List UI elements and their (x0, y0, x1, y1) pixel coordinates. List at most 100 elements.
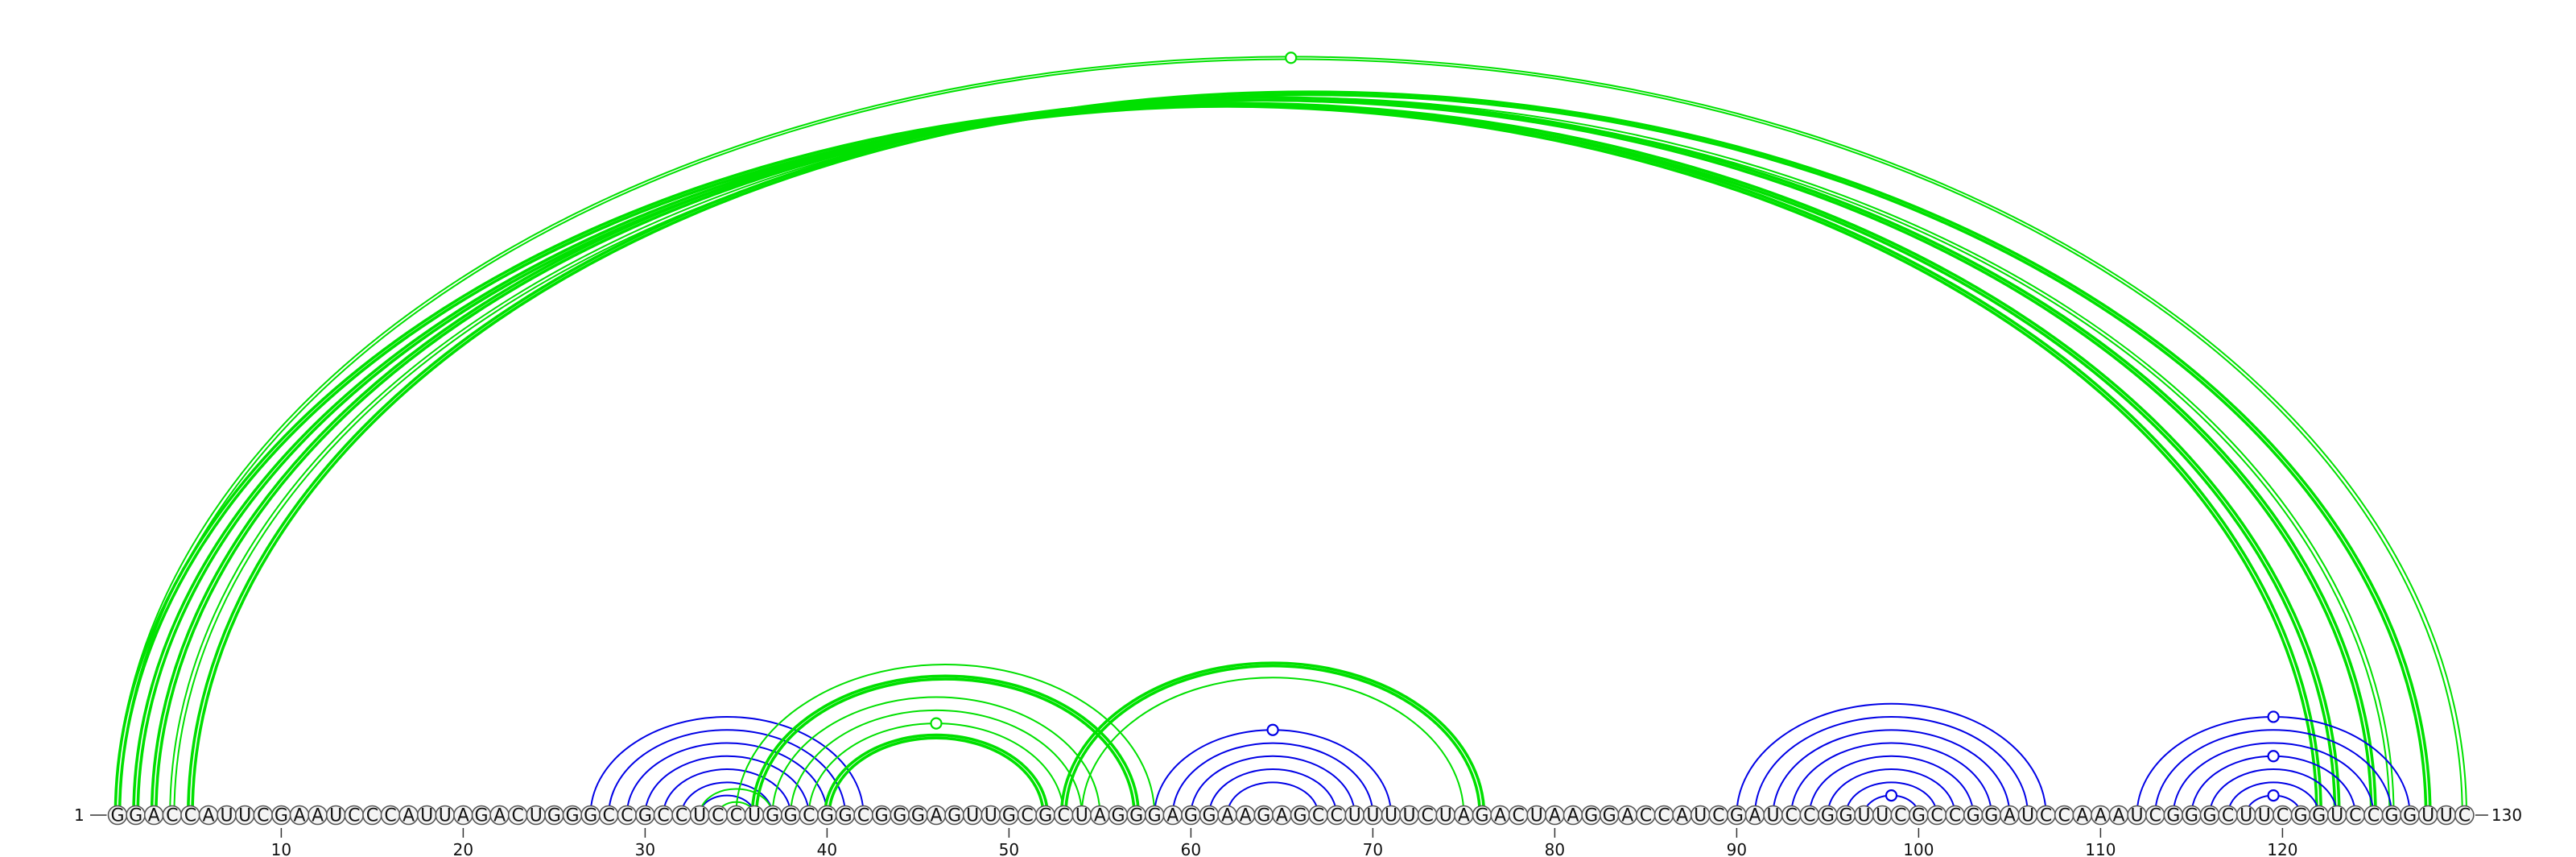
nucleotide-40: G (817, 805, 837, 826)
nucleotide-60: G (1181, 805, 1201, 826)
nucleotide-letter: A (202, 806, 214, 826)
arc-stroke (1827, 768, 1956, 816)
nucleotide-letter: U (2258, 806, 2271, 826)
nucleotide-letter: C (1803, 806, 1815, 826)
nucleotide-126: G (2381, 805, 2402, 826)
nucleotide-letter: G (547, 806, 561, 826)
nucleotide-84: A (1617, 805, 1638, 826)
nucleotide-25: G (544, 805, 564, 826)
tick-20: 20 (453, 828, 473, 857)
pair-arc-37-55 (771, 696, 1101, 816)
arc-stroke (118, 58, 2463, 816)
pair-arc-31-38 (663, 768, 792, 816)
arc-stroke (824, 733, 1049, 816)
nucleotide-11: A (289, 805, 310, 826)
start-position-label: 1 (74, 805, 85, 825)
nucleotide-20: A (453, 805, 473, 826)
arc-stroke (1790, 742, 1992, 816)
tick-120: 120 (2267, 828, 2297, 857)
arc-stroke (608, 729, 846, 816)
nucleotide-letter: C (184, 806, 196, 826)
nucleotide-letter: A (1494, 806, 1506, 826)
nucleotide-letter: A (2095, 806, 2107, 826)
nucleotide-letter: C (257, 806, 269, 826)
arc-stroke (2172, 742, 2375, 816)
nucleotide-77: A (1490, 805, 1510, 826)
arc-stroke (187, 90, 2432, 816)
nucleotide-69: U (1344, 805, 1365, 826)
nucleotide-letter: U (1767, 806, 1780, 826)
nucleotide-123: U (2326, 805, 2347, 826)
nucleotide-105: A (2000, 805, 2020, 826)
nucleotide-16: C (380, 805, 401, 826)
nucleotide-70: U (1363, 805, 1383, 826)
nucleotide-letter: G (2293, 806, 2307, 826)
nucleotide-letter: G (1002, 806, 1016, 826)
nucleotide-letter: G (875, 806, 889, 826)
nucleotide-letter: G (1148, 806, 1162, 826)
nucleotide-letter: C (2277, 806, 2289, 826)
tick-60: 60 (1181, 828, 1201, 857)
arc-stroke (644, 755, 810, 816)
nucleotide-106: U (2017, 805, 2038, 826)
nucleotide-letter: G (638, 806, 652, 826)
nucleotide-letter: G (1202, 806, 1216, 826)
pair-arc-54-75 (1080, 677, 1465, 816)
nucleotide-letter: C (1422, 806, 1434, 826)
nucleotide-79: U (1526, 805, 1547, 826)
nucleotide-letter: G (2185, 806, 2198, 826)
nucleotide-letter: U (2131, 806, 2144, 826)
arc-stroke (1080, 677, 1465, 816)
nucleotide-14: C (344, 805, 365, 826)
nucleotide-letter: A (2004, 806, 2016, 826)
nucleotide-8: U (234, 805, 255, 826)
nucleotide-letter: A (1276, 806, 1288, 826)
nucleotide-letter: C (603, 806, 615, 826)
nucleotide-letter: C (1513, 806, 1525, 826)
nucleotide-117: C (2218, 805, 2238, 826)
nucleotide-3: A (143, 805, 164, 826)
nucleotide-91: A (1744, 805, 1765, 826)
nucleotide-122: G (2309, 805, 2329, 826)
tick-100: 100 (1903, 828, 1934, 857)
nucleotide-2: G (126, 805, 146, 826)
nucleotide-letter: G (820, 806, 834, 826)
nucleotide-letter: C (1331, 806, 1343, 826)
nucleotide-47: G (944, 805, 964, 826)
nucleotide-letter: U (1876, 806, 1889, 826)
nucleotide-letter: G (1475, 806, 1488, 826)
pair-arc-92-105 (1772, 729, 2011, 816)
nucleotide-21: G (471, 805, 492, 826)
tick-30: 30 (635, 828, 655, 857)
nucleotide-61: G (1199, 805, 1220, 826)
nucleotide-letter: U (420, 806, 433, 826)
nucleotide-56: G (1108, 805, 1129, 826)
nucleotide-letter: U (1385, 806, 1397, 826)
nucleotide-letter: U (2330, 806, 2343, 826)
arc-stroke (114, 56, 2467, 816)
nucleotide-52: G (1035, 805, 1055, 826)
sequence-backbone: 1 130 (74, 805, 2522, 825)
nucleotide-10: G (271, 805, 291, 826)
arc-marker (930, 717, 943, 730)
nucleotide-letter: G (766, 806, 779, 826)
pair-arc-53-76 (1059, 661, 1486, 816)
nucleotide-letter: G (1967, 806, 1980, 826)
nucleotide-82: G (1581, 805, 1601, 826)
nucleotide-letter: A (1458, 806, 1470, 826)
nucleotide-letter: C (1657, 806, 1670, 826)
nucleotide-128: U (2417, 805, 2438, 826)
arc-stroke (754, 677, 1136, 816)
nucleotide-letter: C (1021, 806, 1033, 826)
nucleotide-80: A (1545, 805, 1565, 826)
tick-label: 90 (1727, 840, 1747, 857)
end-position-label: 130 (2491, 805, 2522, 825)
nucleotide-letter: C (1712, 806, 1724, 826)
nucleotide-letter: G (565, 806, 579, 826)
arc-stroke (2227, 781, 2320, 816)
nucleotide-99: C (1890, 805, 1911, 826)
pair-arc-29-40 (625, 742, 828, 816)
pair-arc-91-106 (1754, 715, 2029, 816)
arc-stroke (680, 781, 774, 816)
